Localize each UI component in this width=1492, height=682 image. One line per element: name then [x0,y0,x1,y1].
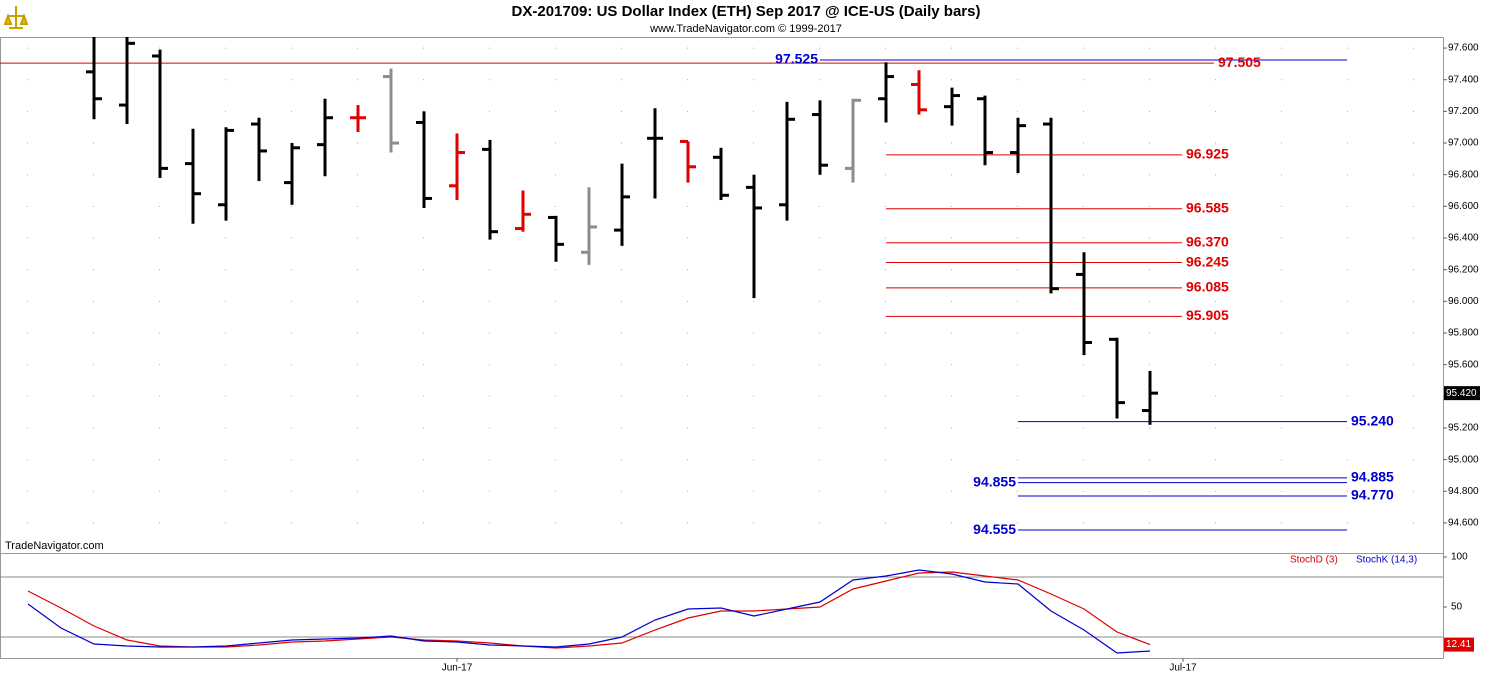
indicator-plot [0,569,1443,654]
indicator-panel [0,553,1444,659]
level-label: 96.585 [1186,199,1229,215]
y-tick-label: 95.800 [1448,328,1479,339]
y-tick-label: 95.000 [1448,454,1479,465]
level-label: 95.905 [1186,307,1229,323]
y-tick-label: 96.400 [1448,233,1479,244]
y-tick-label: 96.800 [1448,169,1479,180]
y-tick-label: 100 [1451,552,1468,563]
x-tick-label: Jun-17 [442,663,473,674]
level-label: 97.505 [1218,54,1261,70]
watermark: TradeNavigator.com [5,540,104,552]
y-tick-label: 95.200 [1448,423,1479,434]
level-label: 97.525 [775,51,818,67]
level-label: 96.925 [1186,146,1229,162]
y-tick-label: 97.200 [1448,106,1479,117]
last-value-label: 12.41 [1446,639,1471,650]
indicator-line [27,571,1151,649]
y-tick-label: 97.400 [1448,74,1479,85]
last-price-label: 95.420 [1446,388,1477,399]
last-price-box [1444,386,1480,401]
level-label: 96.085 [1186,279,1229,295]
logo [3,3,29,33]
y-tick-label: 97.600 [1448,43,1479,54]
y-tick-label: 94.800 [1448,486,1479,497]
y-tick-label: 96.600 [1448,201,1479,212]
y-tick-label: 96.000 [1448,296,1479,307]
level-label: 95.240 [1351,412,1394,428]
price-plot [0,37,1443,531]
level-label: 94.555 [973,521,1016,537]
level-label: 94.855 [973,473,1016,489]
x-tick-label: Jul-17 [1169,663,1197,674]
y-tick-label: 96.200 [1448,264,1479,275]
indicator-line [27,569,1151,654]
level-label: 96.245 [1186,253,1229,269]
y-tick-label: 95.600 [1448,359,1479,370]
y-tick-label: 94.600 [1448,518,1479,529]
chart-subtitle: www.TradeNavigator.com © 1999-2017 [649,23,842,35]
chart-title: DX-201709: US Dollar Index (ETH) Sep 201… [512,3,981,20]
legend-entry: StochD (3) [1290,555,1338,566]
level-label: 94.885 [1351,469,1394,485]
level-label: 94.770 [1351,487,1394,503]
y-tick-label: 97.000 [1448,138,1479,149]
y-tick-label: 50 [1451,602,1463,613]
last-value-box [1444,637,1474,652]
level-label: 96.370 [1186,233,1229,249]
legend-entry: StochK (14,3) [1356,555,1417,566]
